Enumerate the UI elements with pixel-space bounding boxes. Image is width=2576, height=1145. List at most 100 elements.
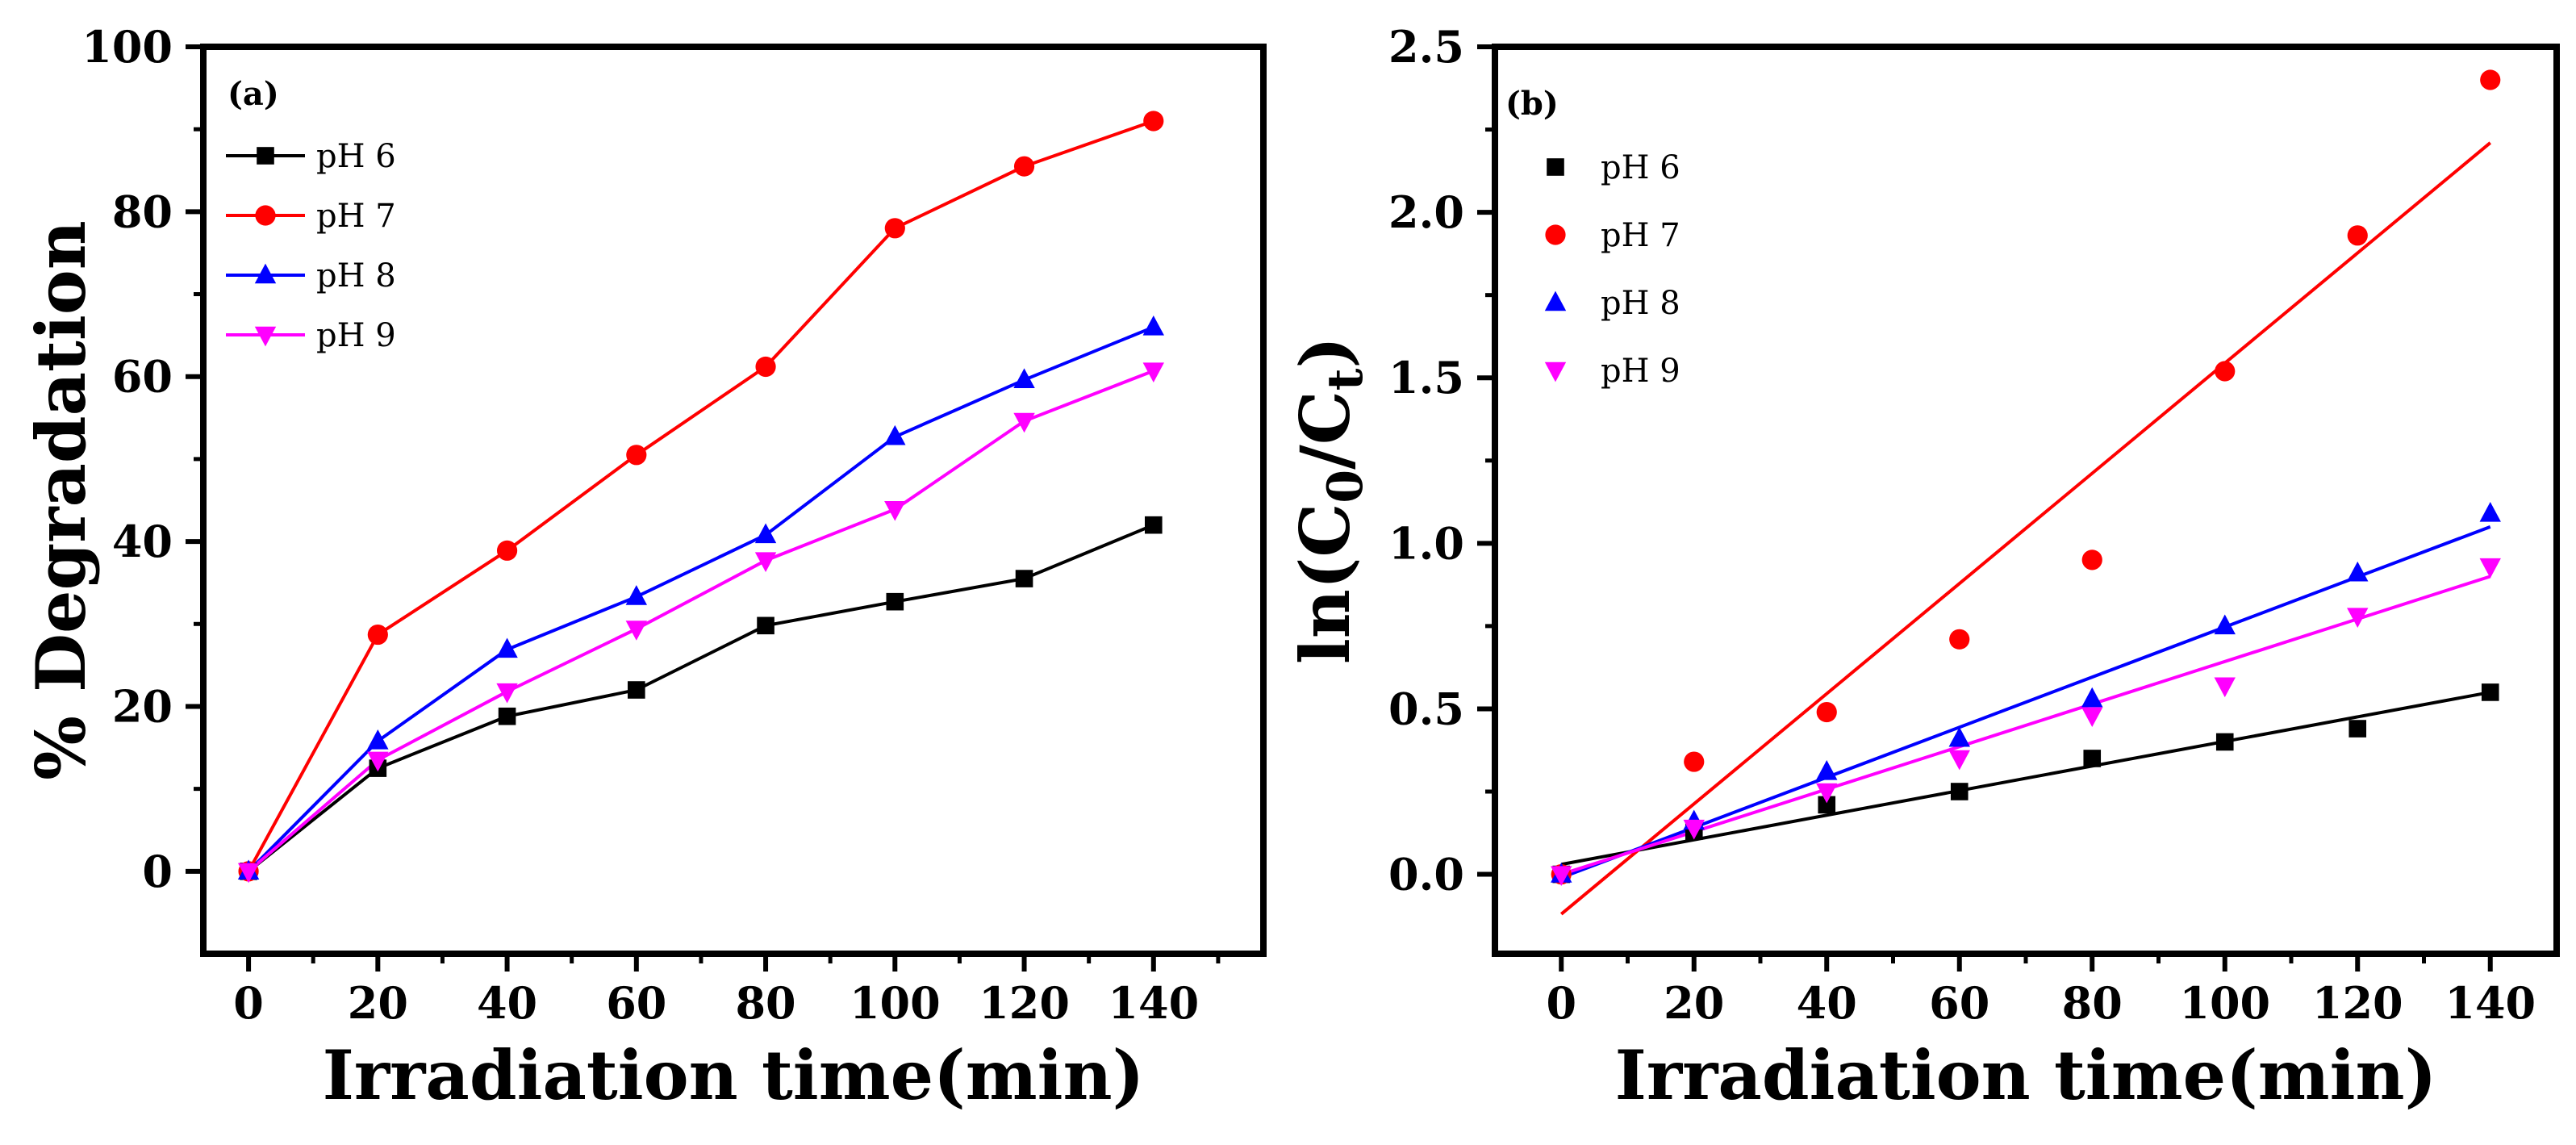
panel-b-fit-line-ph8 — [1560, 524, 2491, 880]
panel-a-point-ph7 — [626, 445, 647, 466]
panel-b-fit-line-ph6 — [1560, 690, 2491, 867]
panel-a-point-ph6 — [757, 616, 774, 635]
panel-b-point-ph8 — [2479, 502, 2501, 522]
panel-b-y-tick-label: 0.5 — [1388, 683, 1464, 734]
panel-a-x-tick-label: 100 — [850, 977, 941, 1029]
panel-b-y-tick-label: 1.5 — [1388, 352, 1464, 403]
panel-b-point-ph7 — [2081, 550, 2102, 570]
panel-a-y-tick-label: 0 — [142, 846, 173, 897]
panel-b-x-tick-label: 80 — [2062, 977, 2123, 1029]
legend-label: pH 8 — [316, 257, 396, 295]
panel-b-point-ph7 — [1949, 629, 1970, 650]
legend-label: pH 6 — [316, 138, 396, 175]
legend-marker — [255, 205, 276, 226]
panel-a-point-ph9 — [1013, 412, 1035, 433]
panel-a-point-ph9 — [367, 751, 389, 772]
panel-a-x-tick-label: 80 — [735, 977, 795, 1029]
panel-b-x-axis-title: Irradiation time(min) — [1615, 1035, 2437, 1115]
panel-b-point-ph9 — [2214, 677, 2236, 698]
panel-b-point-ph8 — [2347, 561, 2369, 582]
panel-b-y-tick-label: 0.0 — [1388, 849, 1464, 901]
panel-b-point-ph9 — [1551, 866, 1572, 886]
panel-b-y-tick-label: 2.0 — [1388, 186, 1464, 238]
panel-b-x-tick-label: 60 — [1929, 977, 1989, 1029]
panel-b-point-ph6 — [1950, 783, 1969, 800]
panel-a-y-tick-label: 80 — [112, 186, 173, 237]
panel-a-y-axis-title: % Degradation — [21, 220, 101, 780]
panel-a-y-tick-label: 60 — [112, 351, 173, 403]
legend-marker — [1547, 158, 1564, 176]
panel-a-label: (a) — [228, 75, 279, 113]
panel-b-point-ph9 — [1816, 783, 1838, 804]
panel-a-point-ph6 — [1015, 570, 1033, 587]
panel-a-legend: pH 6 pH 7 pH 8 pH 9 — [226, 138, 396, 354]
legend-label: pH 9 — [1601, 353, 1680, 390]
panel-b-point-ph8 — [2214, 614, 2236, 635]
panel-a-point-ph7 — [367, 624, 388, 646]
panel-a-y-tick-label: 40 — [112, 516, 173, 567]
panel-a-point-ph9 — [625, 621, 648, 641]
panel-b-y-tick-label: 2.5 — [1388, 21, 1464, 73]
panel-a-series-line-ph7 — [247, 119, 1154, 872]
panel-b-x-tick-label: 20 — [1664, 977, 1724, 1029]
panel-a-point-ph8 — [884, 424, 906, 445]
panel-a-point-ph9 — [1142, 362, 1164, 382]
panel-b-x-tick-label: 140 — [2444, 977, 2536, 1029]
panel-a-y-tick-label: 20 — [112, 680, 173, 732]
panel-a-x-tick-label: 0 — [233, 977, 264, 1029]
panel-a-point-ph8 — [754, 523, 777, 544]
legend-marker — [254, 263, 277, 284]
legend-label: pH 8 — [1601, 285, 1680, 322]
panel-a-x-axis-title: Irradiation time(min) — [323, 1035, 1145, 1115]
panel-a-point-ph7 — [1143, 111, 1164, 132]
panel-b-point-ph7 — [2347, 225, 2368, 246]
panel-a-x-tick-label: 140 — [1108, 977, 1199, 1029]
panel-b-legend: pH 6 pH 7 pH 8 pH 9 — [1544, 149, 1680, 390]
legend-marker — [1544, 361, 1567, 382]
panel-a-point-ph6 — [628, 681, 645, 699]
panel-a-plot-frame — [200, 44, 1267, 957]
panel-a-point-ph9 — [884, 501, 906, 521]
panel-a-point-ph7 — [1013, 156, 1035, 177]
panel-b-point-ph6 — [2215, 733, 2234, 751]
panel-a-point-ph8 — [1142, 316, 1164, 336]
panel-b-point-ph7 — [2480, 69, 2501, 90]
panel-b-x-tick-label: 120 — [2312, 977, 2403, 1029]
panel-b-ticks: 0 20 40 60 80 100 120 140 0.0 0.5 1.0 1.5 2.0 2.5 — [1388, 21, 2536, 1029]
panel-b-point-ph6 — [1818, 796, 1836, 814]
panel-b-point-ph6 — [2348, 720, 2367, 738]
panel-a-point-ph7 — [496, 540, 518, 561]
legend-label: pH 7 — [1601, 217, 1680, 254]
panel-a-point-ph7 — [755, 356, 776, 378]
panel-b-marks — [1551, 69, 2501, 916]
panel-a-point-ph8 — [496, 637, 518, 658]
panel-a-point-ph6 — [886, 592, 904, 611]
panel-a-point-ph8 — [1013, 368, 1035, 389]
legend-label: pH 9 — [316, 317, 396, 354]
panel-b-point-ph6 — [2083, 750, 2102, 767]
panel-a-y-tick-label: 100 — [81, 21, 173, 73]
panel-b-point-ph9 — [2347, 608, 2369, 628]
legend-label: pH 7 — [316, 198, 396, 235]
legend-marker — [254, 326, 277, 347]
panel-b-kinetics-chart: 0 20 40 60 80 100 120 140 0.0 0.5 1.0 1.5 2.0 2.5 (b)… — [1285, 21, 2560, 1115]
panel-b-y-axis-title: ln(C0/Ct) — [1285, 336, 1374, 664]
panel-b-point-ph9 — [1683, 819, 1705, 840]
panel-a-point-ph8 — [625, 585, 648, 605]
panel-a-point-ph9 — [754, 552, 777, 572]
panel-b-point-ph9 — [2479, 558, 2501, 579]
panel-b-point-ph6 — [2481, 683, 2499, 701]
panel-a-x-tick-label: 40 — [477, 977, 537, 1029]
panel-b-x-tick-label: 0 — [1546, 977, 1576, 1029]
panel-a-series-line-ph9 — [247, 369, 1154, 873]
panel-b-point-ph8 — [1816, 759, 1838, 780]
panel-b-point-ph8 — [2081, 687, 2103, 708]
panel-b-point-ph7 — [1816, 701, 1837, 723]
panel-b-fit-line-ph7 — [1559, 141, 2492, 916]
panel-a-marks — [237, 111, 1164, 884]
panel-b-x-tick-label: 40 — [1797, 977, 1857, 1029]
panel-a-x-tick-label: 60 — [606, 977, 666, 1029]
legend-marker — [1545, 224, 1566, 245]
panel-b-point-ph7 — [2215, 361, 2236, 382]
